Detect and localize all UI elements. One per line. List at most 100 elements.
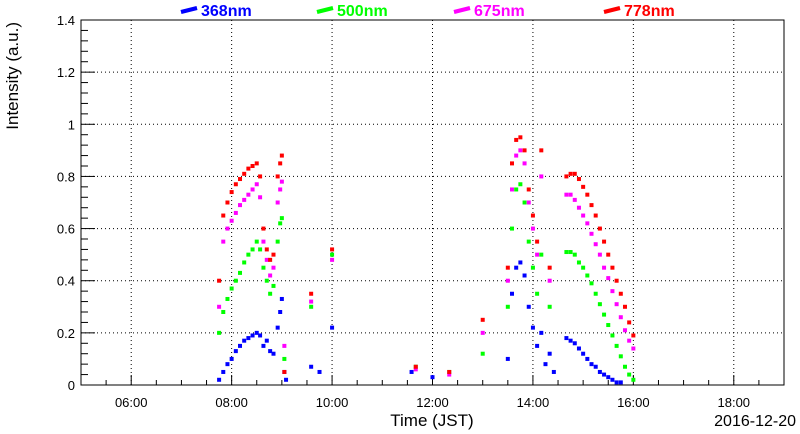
data-point: [589, 231, 594, 236]
data-point: [564, 174, 569, 179]
data-point: [622, 364, 627, 369]
y-tick-label: 0.4: [57, 274, 75, 289]
data-point: [254, 161, 259, 166]
data-point: [233, 278, 238, 283]
legend-marker: [180, 6, 198, 14]
data-point: [618, 315, 623, 320]
data-point: [631, 377, 636, 382]
data-point: [317, 369, 322, 374]
data-point: [261, 343, 266, 348]
data-point: [221, 369, 226, 374]
data-point: [246, 252, 251, 257]
data-point: [250, 247, 255, 252]
x-tick-label: 14:00: [517, 395, 550, 410]
data-point: [514, 265, 519, 270]
x-tick-label: 10:00: [316, 395, 349, 410]
data-point: [610, 377, 615, 382]
data-point: [254, 330, 259, 335]
y-tick-label: 0.2: [57, 326, 75, 341]
data-point: [242, 338, 247, 343]
data-point: [229, 218, 234, 223]
data-point: [309, 299, 314, 304]
data-point: [268, 273, 273, 278]
data-point: [627, 338, 632, 343]
data-point: [246, 336, 251, 341]
legend-label: 778nm: [624, 3, 675, 20]
data-point: [282, 343, 287, 348]
data-point: [330, 325, 335, 330]
x-tick-label: 12:00: [416, 395, 449, 410]
data-point: [413, 364, 418, 369]
data-point: [530, 213, 535, 218]
data-point: [258, 195, 263, 200]
data-point: [278, 310, 283, 314]
data-point: [589, 281, 594, 286]
data-point: [618, 291, 623, 296]
data-point: [514, 137, 519, 142]
data-point: [568, 338, 573, 343]
data-point: [430, 375, 435, 380]
data-point: [271, 351, 276, 356]
data-point: [518, 260, 523, 265]
data-point: [568, 171, 573, 176]
data-point: [564, 336, 569, 341]
data-point: [261, 265, 266, 270]
data-point: [530, 325, 535, 330]
data-point: [505, 278, 510, 283]
legend-label: 368nm: [201, 3, 252, 20]
data-point: [258, 174, 263, 179]
data-point: [217, 304, 222, 309]
data-point: [238, 343, 243, 348]
data-point: [221, 310, 226, 314]
data-point: [278, 221, 283, 226]
y-tick-label: 0.8: [57, 169, 75, 184]
plot-frame: [80, 19, 785, 386]
data-point: [238, 203, 243, 208]
data-point: [217, 330, 222, 335]
data-point: [585, 192, 590, 197]
data-point: [514, 153, 519, 158]
data-point: [518, 148, 523, 153]
date-label: 2016-12-20: [714, 413, 796, 430]
data-point: [547, 304, 552, 309]
data-point: [261, 226, 266, 231]
data-point: [581, 184, 586, 189]
data-point: [505, 356, 510, 361]
data-point: [225, 226, 230, 231]
x-tick-label: 18:00: [718, 395, 751, 410]
x-axis-title: Time (JST): [390, 411, 473, 430]
data-point: [593, 242, 598, 247]
data-point: [622, 328, 627, 333]
data-point: [242, 197, 247, 202]
data-point: [250, 333, 255, 338]
data-point: [526, 304, 531, 309]
data-point: [585, 221, 590, 226]
y-tick-label: 1.4: [57, 13, 75, 28]
data-point: [539, 252, 544, 257]
data-point: [514, 187, 519, 192]
data-point: [225, 362, 230, 367]
data-point: [246, 166, 251, 171]
data-point: [254, 239, 259, 244]
axis-ticks: 06:00 08:00 10:00 12:00 14:00 16:00 18:00 0 0.2 0…: [57, 13, 760, 410]
legend-label: 675nm: [474, 3, 525, 20]
data-point: [233, 349, 238, 354]
data-point: [576, 177, 581, 182]
data-point: [217, 278, 222, 283]
legend-marker: [603, 6, 621, 14]
data-point: [268, 257, 273, 262]
data-point: [576, 205, 581, 210]
data-point: [510, 187, 515, 192]
data-point: [606, 252, 611, 257]
data-point: [564, 192, 569, 197]
data-point: [447, 372, 452, 377]
data-point: [242, 171, 247, 176]
data-point: [233, 182, 238, 187]
series-368nm: [217, 260, 623, 385]
data-point: [593, 291, 598, 296]
data-point: [526, 187, 531, 192]
data-point: [610, 289, 615, 294]
data-point: [597, 226, 602, 231]
data-point: [543, 362, 548, 367]
data-point: [597, 302, 602, 307]
